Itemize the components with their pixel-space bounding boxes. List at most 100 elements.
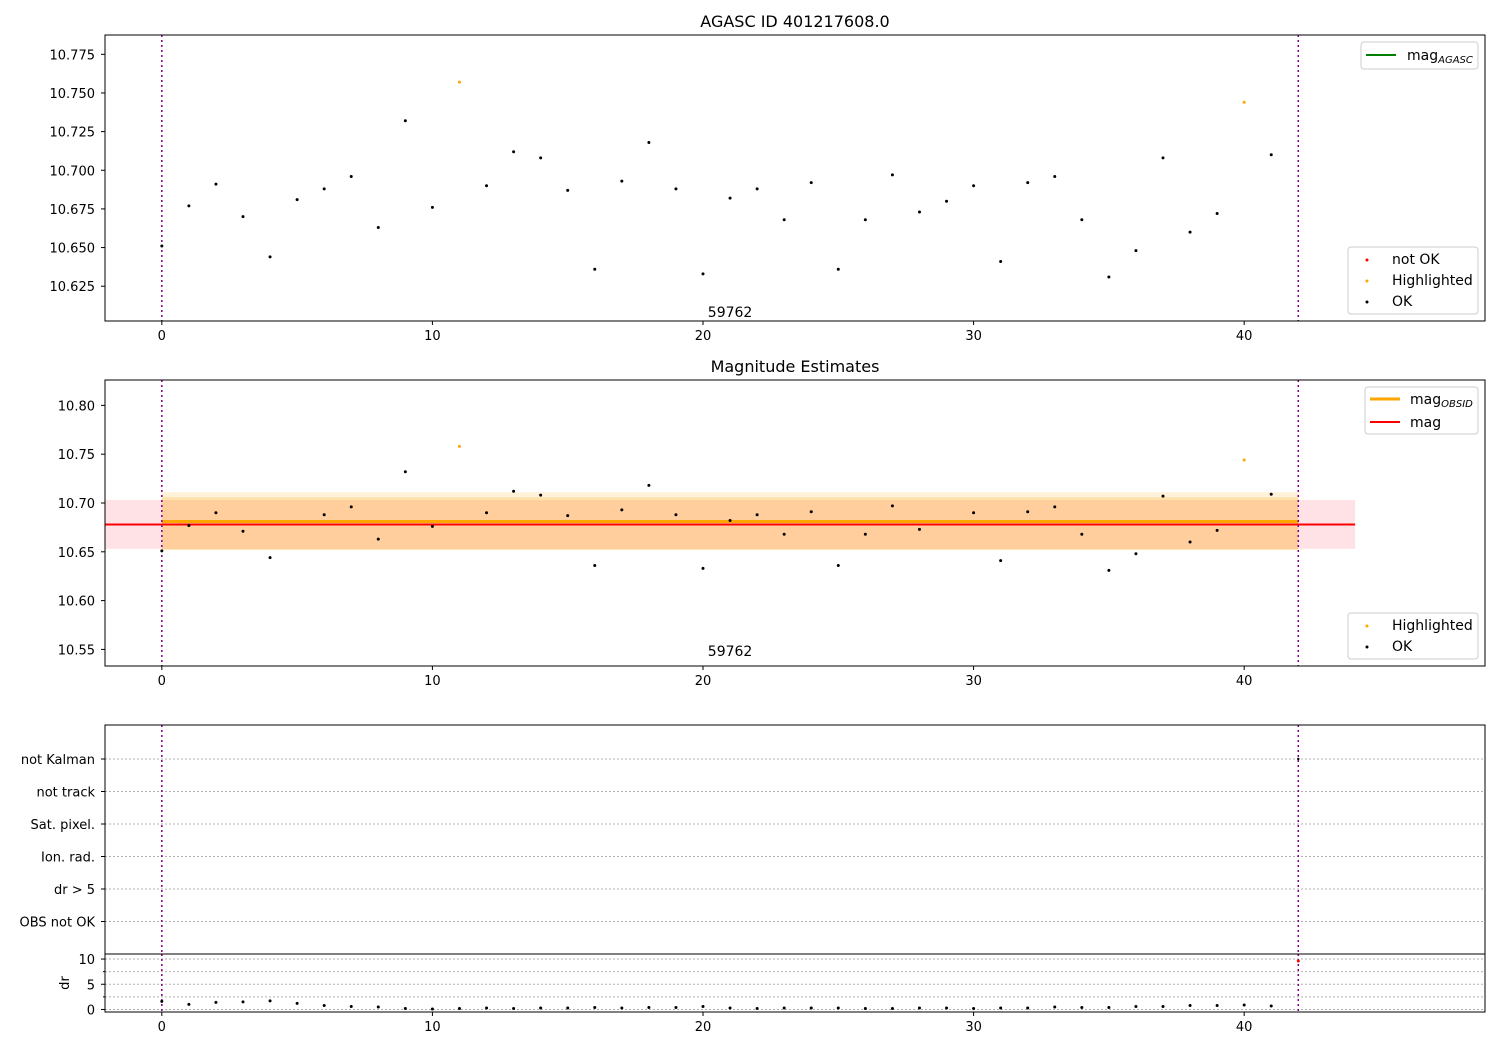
point-ok xyxy=(322,187,326,191)
point-ok xyxy=(782,532,786,536)
point-ok xyxy=(485,511,489,515)
point-ok xyxy=(755,187,759,191)
point-ok xyxy=(268,556,272,560)
legend-marker-ok xyxy=(1365,300,1369,304)
point-ok xyxy=(1188,230,1192,234)
legend-label-ok-2: OK xyxy=(1392,639,1413,655)
panel2-legend-top: magOBSID mag xyxy=(1364,386,1479,435)
x-tick-label: 20 xyxy=(695,674,712,689)
point-ok xyxy=(809,181,813,185)
point-ok xyxy=(1188,540,1192,544)
y-tick-label: 10.70 xyxy=(58,497,95,512)
point-ok xyxy=(809,510,813,514)
point-dr xyxy=(1161,1004,1165,1008)
point-ok xyxy=(187,204,191,208)
legend-label-ok: OK xyxy=(1392,294,1413,310)
x-tick-label: 0 xyxy=(158,1020,166,1035)
panel1-title: AGASC ID 401217608.0 xyxy=(700,12,889,31)
point-dr xyxy=(593,1005,597,1009)
point-ok xyxy=(647,140,651,144)
x-tick-label: 40 xyxy=(1236,1020,1253,1035)
legend-marker-not-ok xyxy=(1365,258,1369,262)
legend-label-not-ok: not OK xyxy=(1392,252,1440,268)
point-dr xyxy=(403,1006,407,1010)
point-dr xyxy=(1080,1005,1084,1009)
point-dr xyxy=(268,999,272,1003)
point-dr xyxy=(1026,1006,1030,1010)
magnitude-estimates-panel: Magnitude Estimates 0 10 20 30 40 10.55 10.60 1… xyxy=(58,357,1486,689)
point-dr xyxy=(1242,1003,1246,1007)
point-ok xyxy=(322,513,326,517)
point-highlighted xyxy=(1242,458,1246,462)
legend-label-highlighted-2: Highlighted xyxy=(1392,618,1473,634)
point-highlighted xyxy=(457,80,461,84)
dr-panel: 0 10 20 30 40 0 5 10 dr xyxy=(58,953,1486,1035)
point-ok xyxy=(972,511,976,515)
y-tick-label: 10.80 xyxy=(58,399,95,414)
point-ok xyxy=(160,549,164,553)
x-tick-label: 20 xyxy=(695,329,712,344)
point-ok xyxy=(1107,275,1111,279)
point-ok xyxy=(566,514,570,518)
point-ok xyxy=(917,527,921,531)
point-dr xyxy=(539,1006,543,1010)
point-ok xyxy=(376,225,380,229)
point-dr-flagged xyxy=(1296,959,1300,963)
y-tick-label: 10.55 xyxy=(58,643,95,658)
point-ok xyxy=(512,150,516,154)
x-tick-label: 20 xyxy=(695,1020,712,1035)
point-dr xyxy=(322,1003,326,1007)
point-dr xyxy=(945,1006,949,1010)
point-dr xyxy=(647,1005,651,1009)
flag-label: Ion. rad. xyxy=(41,851,95,866)
point-ok xyxy=(1026,181,1030,185)
point-dr xyxy=(1188,1003,1192,1007)
point-dr xyxy=(160,999,164,1003)
x-tick-label: 10 xyxy=(424,329,441,344)
point-ok xyxy=(945,199,949,203)
point-ok xyxy=(620,508,624,512)
dr-axis-label: dr xyxy=(58,976,73,990)
point-ok xyxy=(836,563,840,567)
point-highlighted xyxy=(1242,100,1246,104)
legend-label-highlighted: Highlighted xyxy=(1392,273,1473,289)
point-ok xyxy=(268,255,272,259)
point-ok xyxy=(890,173,894,177)
y-tick-label: 0 xyxy=(87,1003,95,1018)
point-ok xyxy=(1134,552,1138,556)
x-tick-label: 40 xyxy=(1236,674,1253,689)
point-ok xyxy=(1053,174,1057,178)
point-ok xyxy=(512,489,516,493)
panel1-frame xyxy=(104,34,1486,322)
point-ok xyxy=(160,244,164,248)
point-ok xyxy=(485,184,489,188)
point-dr xyxy=(809,1006,813,1010)
point-dr xyxy=(836,1006,840,1010)
point-dr xyxy=(728,1006,732,1010)
flag-label: not track xyxy=(36,786,95,801)
point-ok xyxy=(1215,212,1219,216)
flag-point xyxy=(1297,757,1300,761)
point-dr xyxy=(457,1006,461,1010)
point-ok xyxy=(349,174,353,178)
point-dr xyxy=(485,1006,489,1010)
y-tick-label: 10.65 xyxy=(58,546,95,561)
point-dr xyxy=(295,1001,299,1005)
point-ok xyxy=(349,505,353,509)
y-tick-label: 10.700 xyxy=(50,164,96,179)
point-ok xyxy=(890,504,894,508)
point-ok xyxy=(701,566,705,570)
point-dr xyxy=(187,1002,191,1006)
legend-marker-highlighted xyxy=(1365,279,1369,283)
panel2-title: Magnitude Estimates xyxy=(711,357,880,376)
point-dr xyxy=(1215,1003,1219,1007)
point-dr xyxy=(755,1006,759,1010)
point-ok xyxy=(1026,510,1030,514)
point-ok xyxy=(187,523,191,527)
flag-label: Sat. pixel. xyxy=(31,818,95,833)
point-dr xyxy=(376,1005,380,1009)
point-ok xyxy=(863,218,867,222)
y-tick-label: 10.75 xyxy=(58,448,95,463)
point-ok xyxy=(782,218,786,222)
point-dr xyxy=(241,1000,245,1004)
